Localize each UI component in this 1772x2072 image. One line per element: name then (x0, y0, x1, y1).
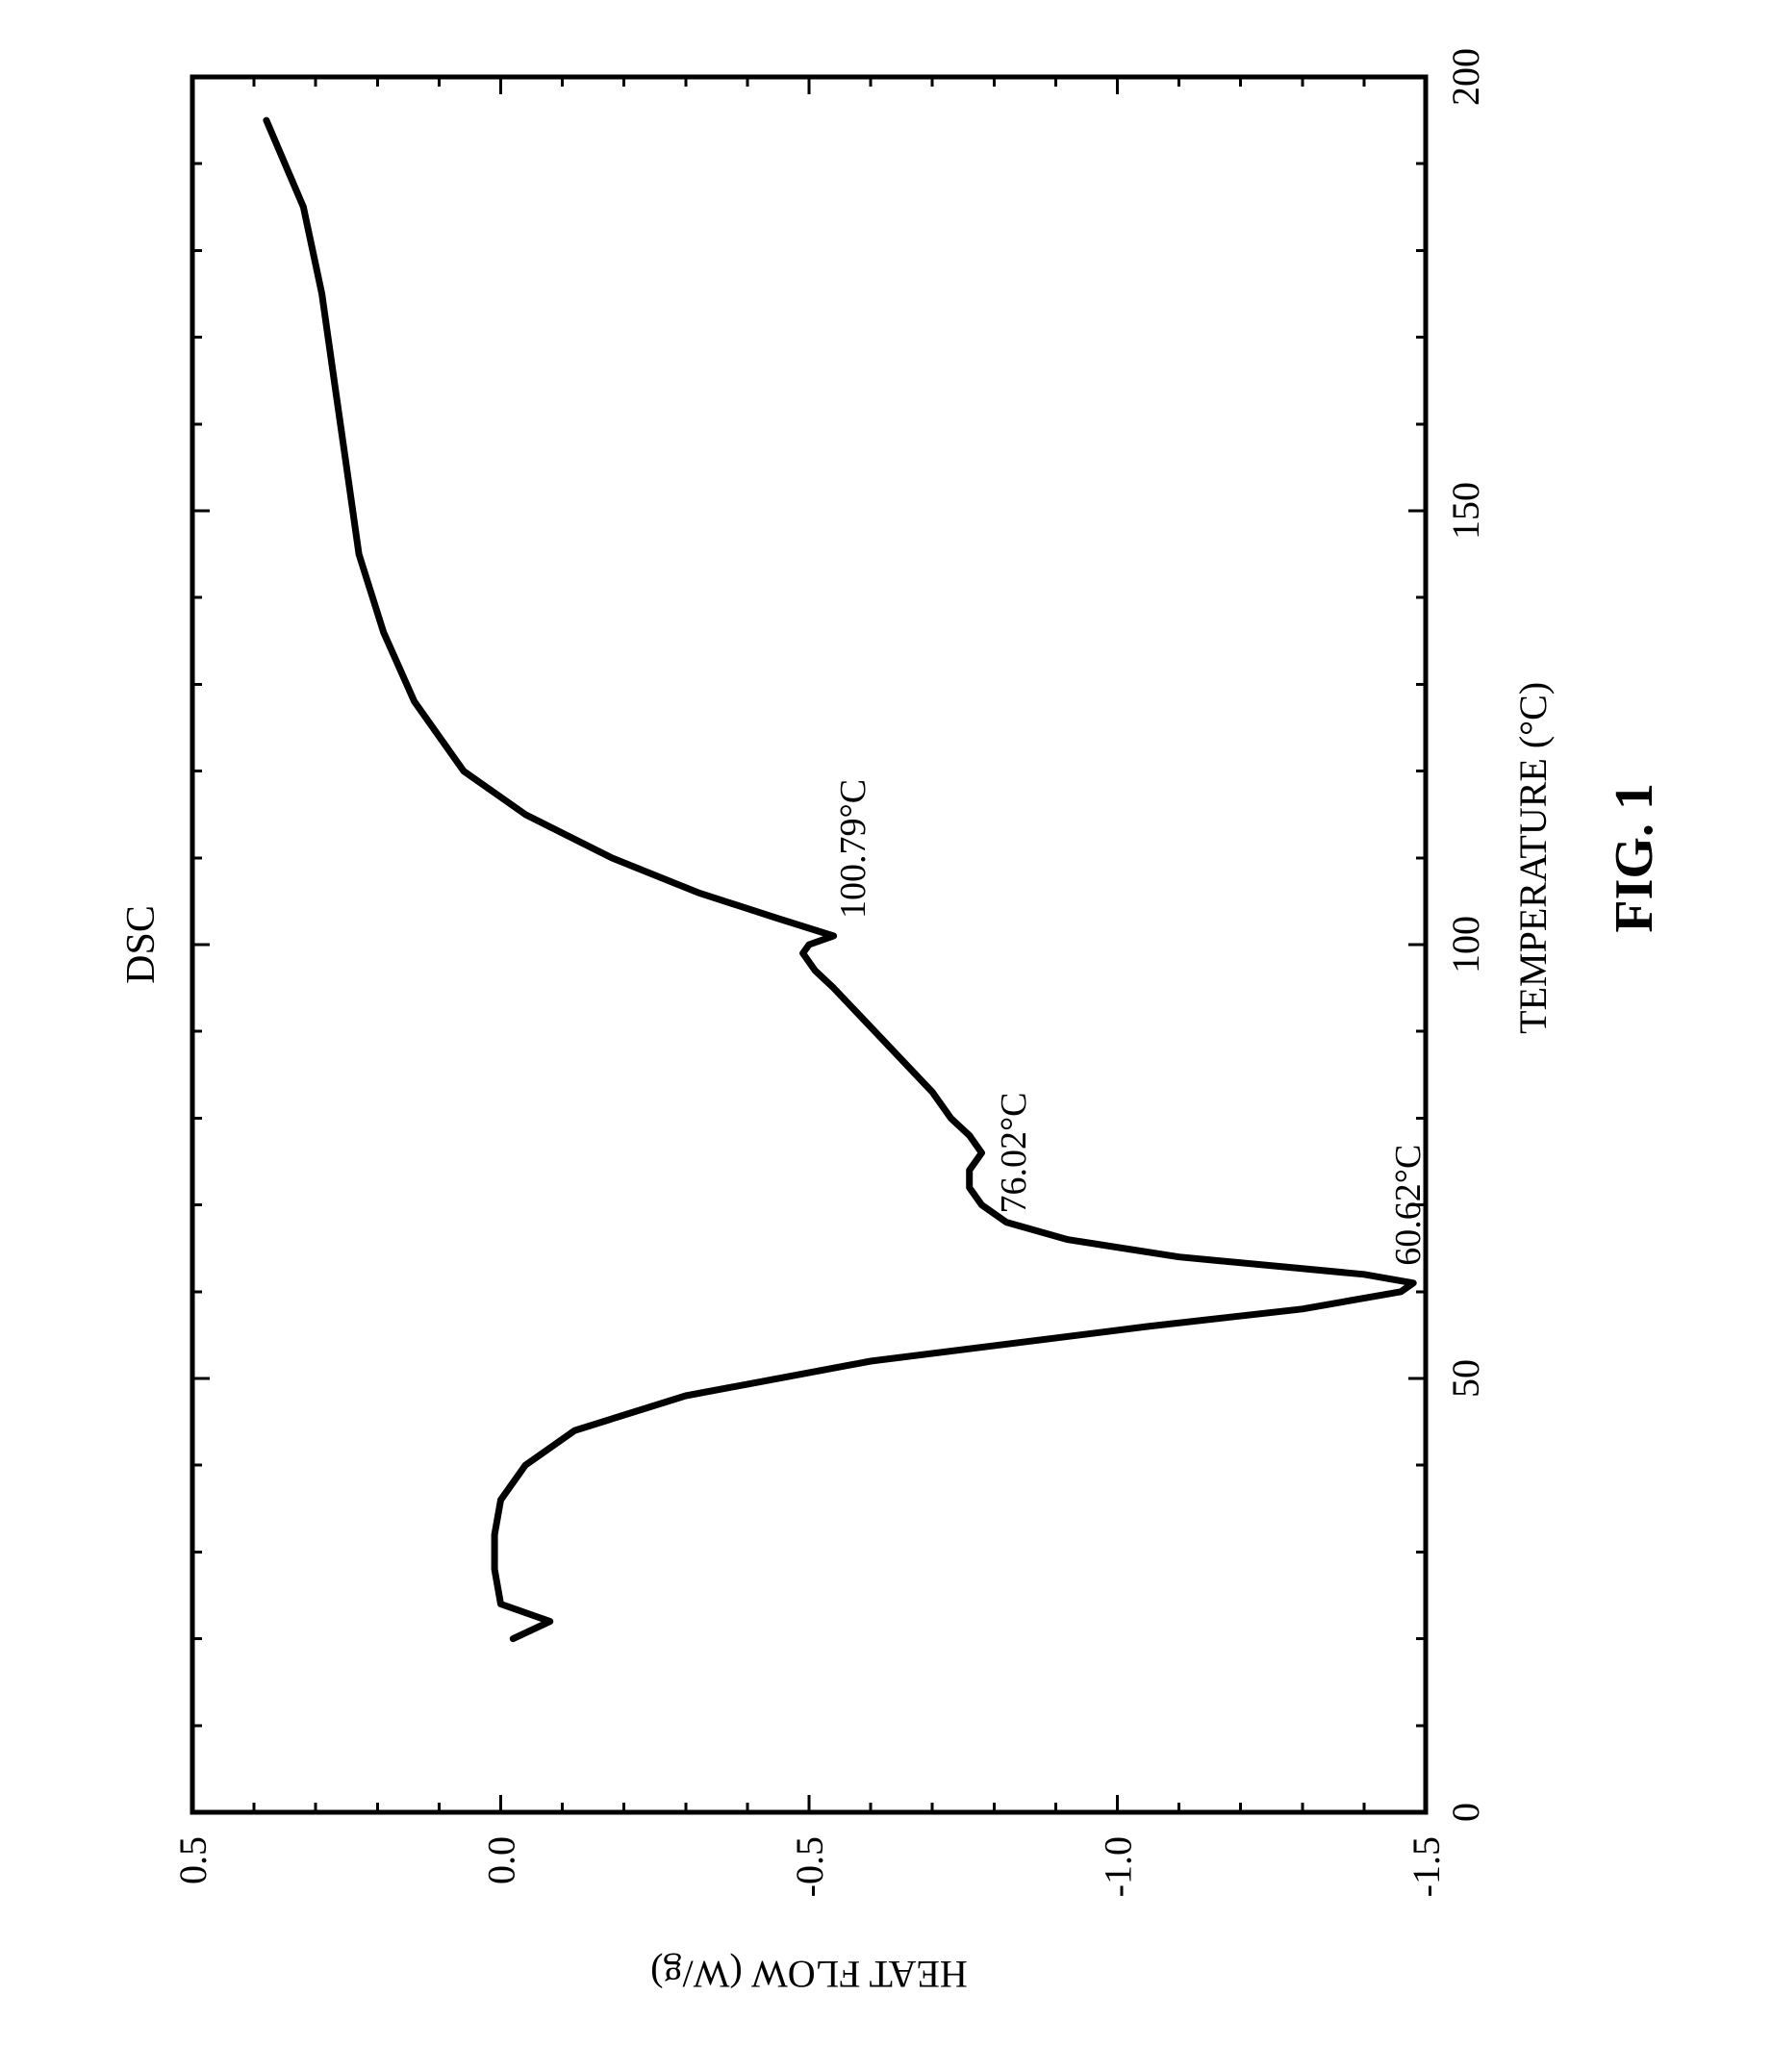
x-axis-label: TEMPERATURE (°C) (1511, 682, 1555, 1034)
y-tick-label: -0.5 (788, 1836, 831, 1897)
peak-annotation: 100.79°C (833, 779, 873, 919)
annotations: 60.62°C 76.02°C 100.79°C (833, 779, 1429, 1266)
x-tick-label: 100 (1444, 916, 1487, 973)
dsc-chart: 0 50 100 150 200 -1.5 -1.0 -0.5 0.0 0.5 TEMPERAT… (0, 0, 1772, 2072)
y-axis-label: HEAT FLOW (W/g) (650, 1953, 968, 1996)
x-tick-labels: 0 50 100 150 200 (1444, 48, 1487, 1822)
y-tick-label: -1.5 (1405, 1836, 1448, 1897)
y-tick-label: 0.5 (171, 1836, 215, 1884)
figure-caption: FIG. 1 (1605, 783, 1664, 933)
figure-rotated-canvas: 0 50 100 150 200 -1.5 -1.0 -0.5 0.0 0.5 TEMPERAT… (0, 0, 1772, 2072)
chart-title: DSC (119, 905, 164, 984)
peak-annotation: 60.62°C (1388, 1145, 1429, 1266)
x-tick-label: 50 (1444, 1359, 1487, 1398)
x-tick-label: 150 (1444, 482, 1487, 540)
y-tick-label: -1.0 (1097, 1836, 1140, 1897)
x-tick-label: 200 (1444, 48, 1487, 106)
x-tick-label: 0 (1444, 1803, 1487, 1822)
figure-page: 0 50 100 150 200 -1.5 -1.0 -0.5 0.0 0.5 TEMPERAT… (0, 0, 1772, 2072)
y-tick-label: 0.0 (480, 1836, 523, 1884)
peak-annotation: 76.02°C (994, 1092, 1034, 1213)
y-tick-labels: -1.5 -1.0 -0.5 0.0 0.5 (171, 1836, 1448, 1897)
